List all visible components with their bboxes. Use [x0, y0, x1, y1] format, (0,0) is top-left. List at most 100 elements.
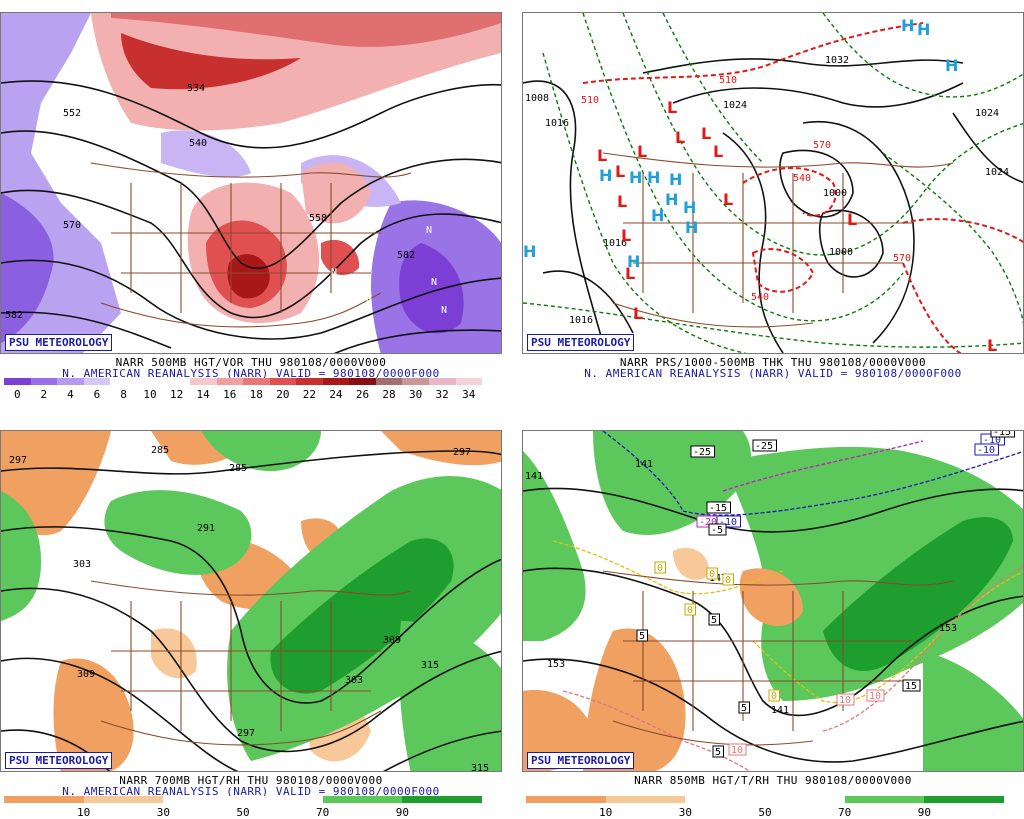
panel-title: NARR PRS/1000-500MB THK THU 980108/0000V… [619, 356, 927, 369]
isotherm-label: 5 [711, 615, 717, 626]
credit-label: PSU METEOROLOGY [5, 752, 113, 769]
map-500mb: 534 540 552 570 558 582 582 N N N N N PS… [0, 12, 502, 354]
moist-area [723, 446, 1023, 701]
colorbar [4, 378, 483, 385]
colorbar-swatch [216, 378, 244, 385]
low-pressure-icon: L [633, 304, 643, 323]
contour-label: 141 [771, 705, 789, 716]
colorbar [526, 796, 1005, 803]
vorticity-negative-area [1, 193, 54, 343]
colorbar-tick-label: 26 [355, 388, 370, 401]
panel-500mb-vorticity: 534 540 552 570 558 582 582 N N N N N PS… [0, 0, 502, 401]
high-pressure-icon: H [917, 20, 930, 39]
isotherm-label: 0 [709, 569, 715, 580]
colorbar-tick-label: 10 [77, 806, 91, 819]
colorbar-tick-label: 18 [249, 388, 263, 401]
low-pressure-icon: L [987, 336, 997, 354]
contour-label: 291 [197, 523, 215, 534]
colorbar-swatch [4, 796, 84, 803]
high-pressure-icon: H [669, 170, 682, 189]
high-pressure-icon: H [599, 166, 612, 185]
isotherm-label-box [738, 701, 750, 714]
isotherm-label-box [866, 689, 885, 702]
colorbar-swatch [526, 796, 606, 803]
colorbar-tick-label: 30 [156, 806, 170, 819]
low-pressure-icon: L [615, 162, 625, 181]
contour-label: 297 [453, 447, 471, 458]
moist-area [523, 451, 586, 641]
colorbar-tick-label: 50 [758, 806, 772, 819]
credit-label: PSU METEOROLOGY [527, 334, 635, 351]
colorbar-swatch [402, 796, 483, 803]
vorticity-positive-area [301, 162, 371, 224]
contour-label: 570 [63, 220, 81, 231]
contour-label: 315 [471, 763, 489, 772]
isotherm-label: 15 [905, 681, 917, 692]
dry-area [523, 690, 593, 771]
contour-label: 297 [237, 728, 255, 739]
colorbar-tick-label: 50 [236, 806, 250, 819]
isotherm-label-box [684, 603, 696, 616]
country-borders [90, 162, 412, 328]
country-borders [602, 152, 954, 328]
low-pressure-icon: L [617, 192, 627, 211]
colorbar-swatch [110, 378, 137, 385]
isotherms [552, 431, 1023, 771]
isotherm-label-box [716, 515, 741, 528]
dry-area [151, 628, 197, 679]
contour-label: 309 [383, 635, 401, 646]
contour-label: 540 [189, 138, 207, 149]
thickness-label: 570 [893, 253, 911, 264]
isotherm-label: -20 [699, 517, 717, 528]
colorbar-tick-label: 22 [302, 388, 316, 401]
colorbar-swatch [685, 796, 766, 803]
isotherm-label: 0 [687, 605, 693, 616]
vorticity-marker: N [366, 293, 372, 304]
moist-area [201, 431, 321, 471]
panel-subtitle: N. AMERICAN REANALYSIS (NARR) VALID = 98… [584, 367, 962, 380]
panel-title: NARR 700MB HGT/RH THU 980108/0000V000 [119, 774, 383, 787]
map-700mb: 297 285 285 291 303 309 309 303 315 297 … [0, 430, 502, 772]
dry-area [583, 628, 686, 771]
contour-label: 309 [77, 669, 95, 680]
panel-title: NARR 500MB HGT/VOR THU 980108/0000V000 [115, 356, 387, 369]
colorbar-tick-label: 4 [67, 388, 74, 401]
thickness-label: 540 [751, 292, 769, 303]
moist-area [104, 490, 252, 575]
high-pressure-icon: H [647, 168, 660, 187]
isotherm-label-box [728, 743, 747, 756]
high-pressure-icon: H [523, 242, 536, 261]
contour-label: 303 [73, 559, 91, 570]
isotherm-label: 0 [771, 691, 777, 702]
contour-label: 552 [63, 108, 81, 119]
low-pressure-icon: L [723, 190, 733, 209]
colorbar-tick-label: 10 [143, 388, 157, 401]
colorbar-tick-label: 70 [316, 806, 330, 819]
colorbar-tick-label: 20 [276, 388, 290, 401]
low-pressure-icon: L [675, 128, 685, 147]
vorticity-positive-area [227, 254, 270, 299]
high-pressure-icon: H [945, 56, 958, 75]
contour-label: 153 [939, 623, 957, 634]
thickness-label: 570 [813, 140, 831, 151]
contour-label: 153 [547, 659, 565, 670]
isotherm-label: 10 [731, 745, 743, 756]
low-pressure-icon: L [847, 210, 857, 229]
contour-label: 297 [9, 455, 27, 466]
dry-area [381, 431, 501, 466]
colorbar-swatch [349, 378, 376, 385]
colorbar-swatch [322, 796, 403, 803]
colorbar-ticks: 0 2 4 6 8 10 12 14 16 18 20 22 24 26 28 30 32 34 [4, 388, 482, 401]
contour-label: 285 [229, 463, 247, 474]
height-contours [523, 487, 1023, 763]
colorbar-tick-label: 30 [678, 806, 692, 819]
isotherm-label-box [902, 679, 921, 692]
contour-label: 285 [151, 445, 169, 456]
contour-label: 582 [5, 310, 23, 321]
isotherm-label: 10 [839, 695, 851, 706]
dry-area [673, 547, 709, 580]
panel-700mb-humidity: 297 285 285 291 303 309 309 303 315 297 … [0, 418, 502, 819]
panel-subtitle: N. AMERICAN REANALYSIS (NARR) VALID = 98… [62, 785, 440, 798]
isotherm-label-box [636, 629, 648, 642]
